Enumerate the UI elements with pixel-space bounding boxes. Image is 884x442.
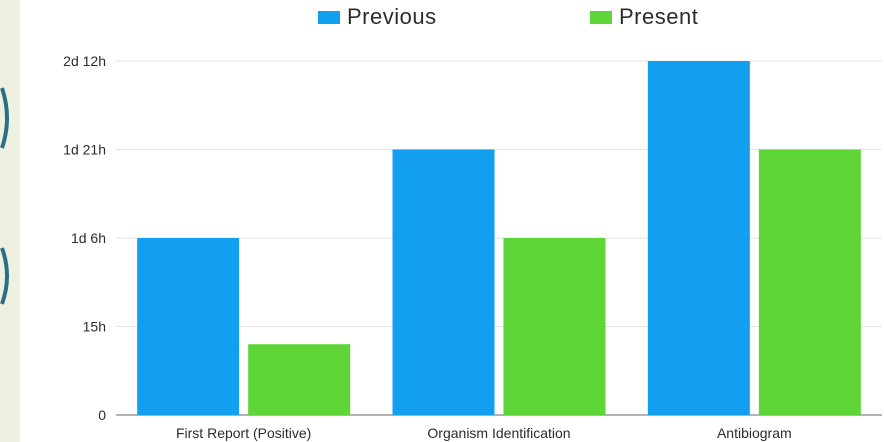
y-tick-label: 15h [83, 319, 106, 335]
y-tick-label: 2d 12h [63, 53, 106, 69]
gridlines [116, 60, 882, 416]
bar-present-1 [248, 344, 351, 415]
bar-previous-2 [392, 149, 495, 415]
x-axis-ticks: First Report (Positive) Organism Identifi… [176, 425, 792, 441]
y-axis-ticks: 0 15h 1d 6h 1d 21h 2d 12h [63, 53, 106, 423]
bar-previous-1 [137, 238, 240, 415]
legend-swatch-previous [318, 10, 340, 24]
legend-item-present: Present [590, 4, 698, 30]
x-tick-label: Organism Identification [427, 425, 570, 441]
y-tick-label: 1d 21h [63, 142, 106, 158]
edge-arc-upper [0, 87, 9, 149]
chart-panel: 0 15h 1d 6h 1d 21h 2d 12h First Report (Posi… [20, 0, 884, 442]
x-tick-label: First Report (Positive) [176, 425, 311, 441]
y-tick-label: 0 [98, 407, 106, 423]
legend-swatch-present [590, 10, 612, 24]
bar-present-3 [758, 149, 861, 415]
bar-chart: 0 15h 1d 6h 1d 21h 2d 12h First Report (Posi… [63, 53, 882, 441]
x-tick-label: Antibiogram [717, 425, 792, 441]
legend-item-previous: Previous [318, 4, 437, 30]
bar-previous-3 [647, 61, 750, 415]
edge-arc-lower [0, 247, 9, 305]
bars [137, 61, 861, 415]
legend-label-present: Present [619, 4, 699, 29]
y-tick-label: 1d 6h [71, 230, 106, 246]
legend-label-previous: Previous [347, 4, 437, 29]
slide-edge-decoration [0, 87, 9, 305]
bar-present-2 [503, 238, 606, 415]
